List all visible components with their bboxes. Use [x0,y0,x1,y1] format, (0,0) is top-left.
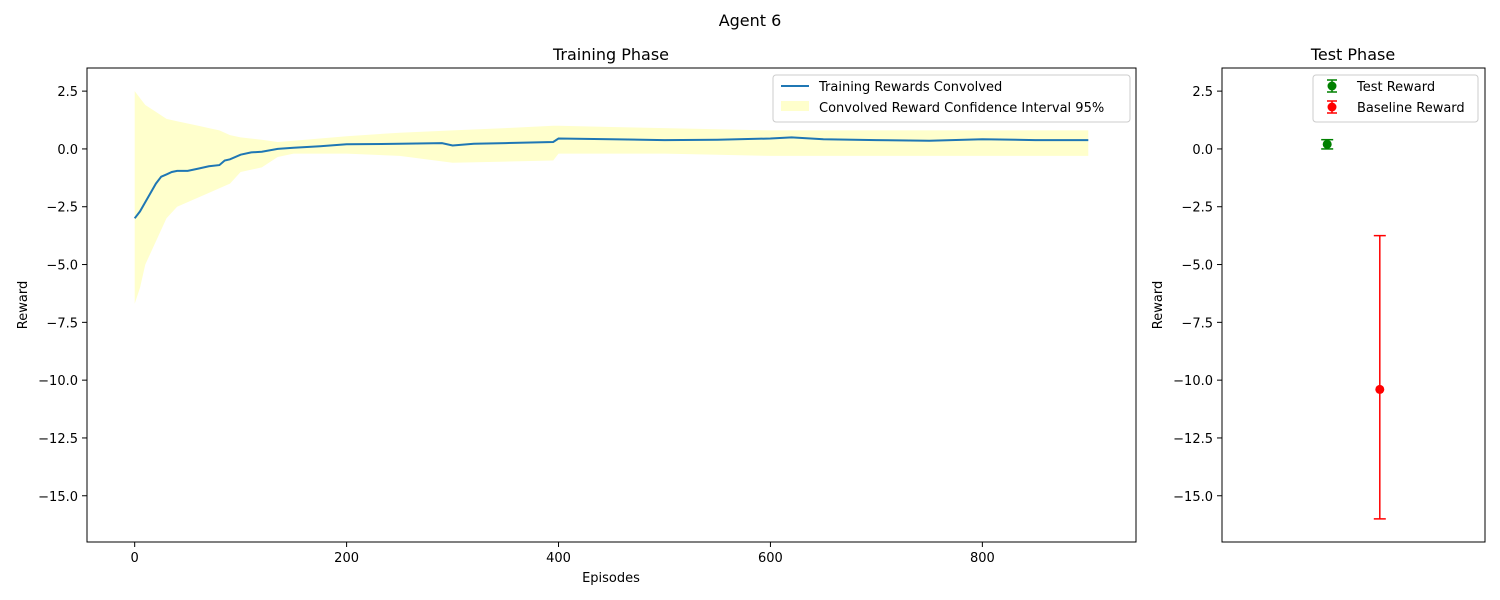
test-axes-frame [1221,67,1486,543]
legend-band-swatch [781,101,809,111]
y-tick-label: −10.0 [1173,374,1213,389]
legend-baseline-marker [1327,100,1337,114]
test-panel: Test Phase 2.5 0.0 −2.5 −5.0 −7.5 −10.0 −12.5 −… [1151,45,1486,543]
y-tick-label: −7.5 [1181,316,1213,331]
training-legend-box [772,74,1131,123]
legend-confidence-interval: Convolved Reward Confidence Interval 95% [819,101,1104,116]
x-tick-label: 800 [970,551,995,566]
data-marker [1322,139,1332,149]
y-tick-label: 2.5 [57,85,78,100]
legend-test-reward: Test Reward [1356,80,1435,95]
y-tick-label: 0.0 [57,143,78,158]
x-tick-label: 0 [131,551,139,566]
test-points [1321,138,1386,520]
training-x-label: Episodes [582,571,640,586]
y-tick-label: −2.5 [1181,201,1213,216]
y-tick-label: −5.0 [1181,259,1213,274]
y-tick-label: −7.5 [46,316,78,331]
training-y-ticks: 2.5 0.0 −2.5 −5.0 −7.5 −10.0 −12.5 −15.0 [38,85,87,505]
y-tick-label: −10.0 [38,374,78,389]
x-tick-label: 400 [546,551,571,566]
y-tick-label: −15.0 [38,490,78,505]
x-tick-label: 200 [334,551,359,566]
training-title: Training Phase [552,45,669,64]
test-y-ticks: 2.5 0.0 −2.5 −5.0 −7.5 −10.0 −12.5 −15.0 [1173,85,1222,505]
training-panel: Training Phase 0 200 400 600 800 2.5 0.0 −2.5 −… [16,45,1137,586]
test-title: Test Phase [1310,45,1395,64]
training-reward-line [133,136,1089,219]
x-tick-label: 600 [758,551,783,566]
test-y-label: Reward [1151,281,1166,329]
baseline-reward-point [1373,234,1386,520]
test-reward-point [1321,138,1334,150]
legend-training-rewards: Training Rewards Convolved [818,80,1002,95]
y-tick-label: −12.5 [1173,432,1213,447]
legend-test-marker [1327,79,1337,93]
training-y-label: Reward [16,281,31,329]
y-tick-label: −12.5 [38,432,78,447]
training-x-ticks: 0 200 400 600 800 [131,542,995,566]
y-tick-label: 2.5 [1192,85,1213,100]
y-tick-label: −2.5 [46,201,78,216]
data-marker [1375,384,1385,394]
y-tick-label: 0.0 [1192,143,1213,158]
figure-title: Agent 6 [719,11,782,30]
training-axes-frame [86,67,1137,543]
test-legend-box [1312,74,1479,123]
y-tick-label: −15.0 [1173,490,1213,505]
confidence-band [134,91,1089,304]
legend-baseline-reward: Baseline Reward [1357,101,1465,116]
y-tick-label: −5.0 [46,259,78,274]
training-legend: Training Rewards Convolved Convolved Rew… [772,74,1131,123]
test-legend: Test Reward Baseline Reward [1312,74,1479,123]
